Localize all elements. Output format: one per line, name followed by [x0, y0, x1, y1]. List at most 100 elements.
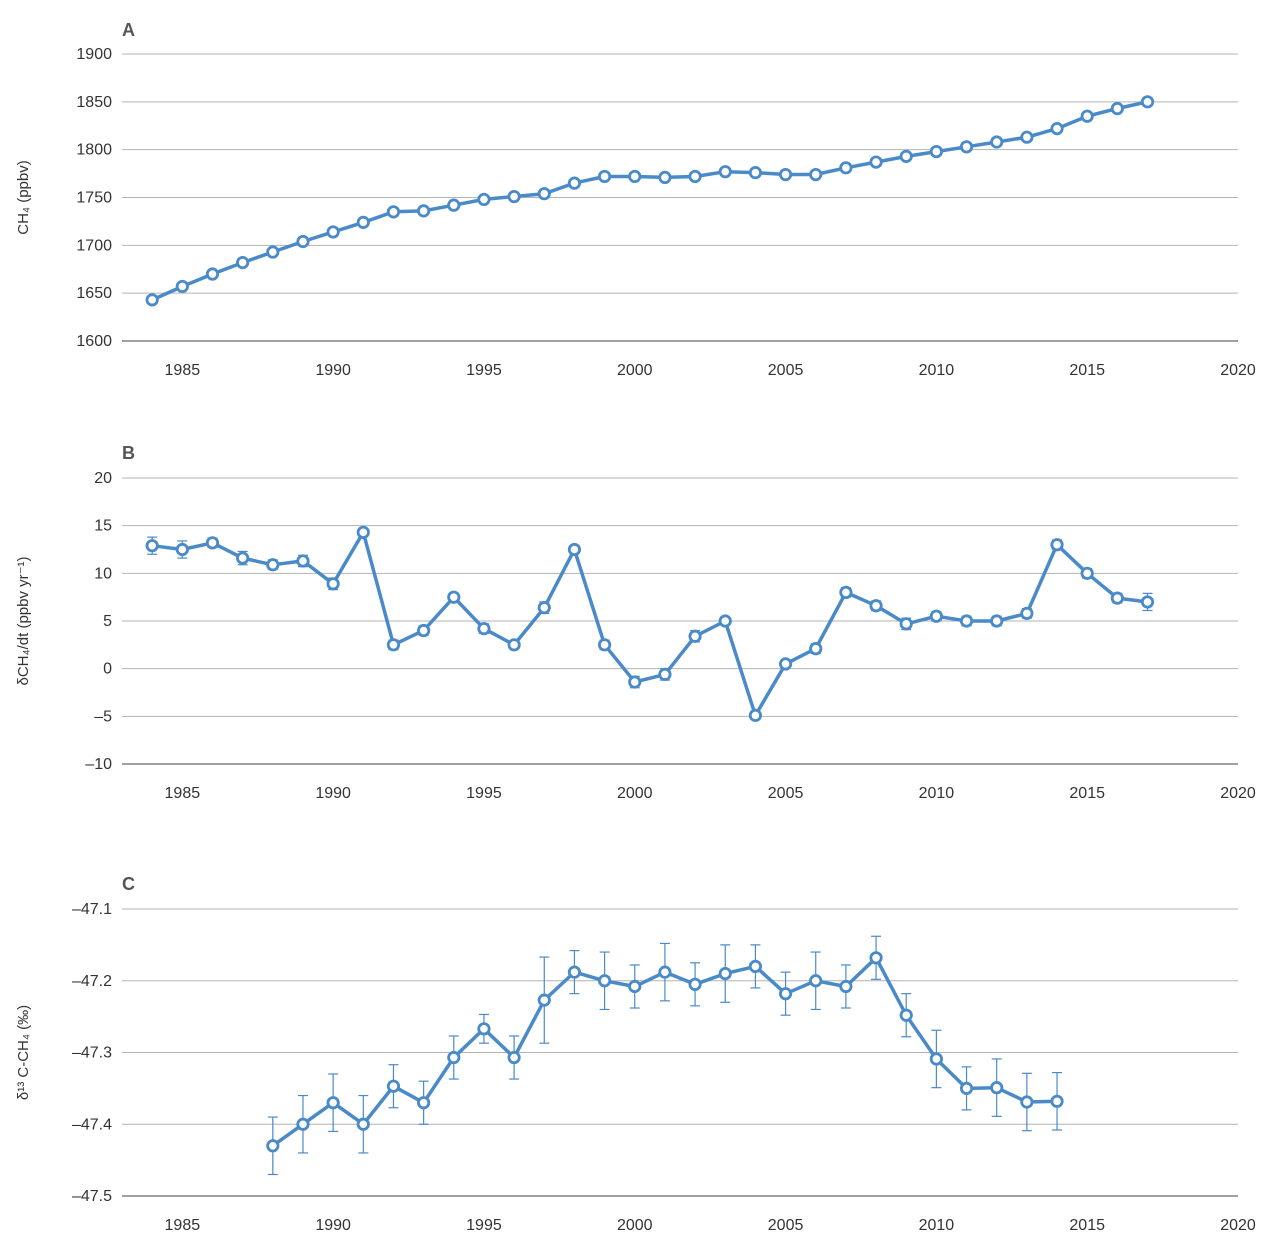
data-point [688, 977, 702, 991]
panel-c: C –47.5 –47.4 –47.3 –47.2 –47.1 1985 1990 1995 20… [15, 874, 1256, 1234]
x-tick-label: 2020 [1220, 1217, 1256, 1234]
x-tick-label: 1995 [466, 785, 502, 802]
x-tick-label: 2005 [768, 362, 804, 379]
data-point [447, 1050, 461, 1065]
data-point [658, 965, 672, 979]
y-tick-label: –47.2 [72, 973, 112, 990]
y-axis-title: CH₄ (ppbv) [15, 160, 32, 234]
data-point [537, 601, 551, 615]
data-point [386, 638, 401, 652]
data-point [869, 951, 883, 965]
data-point [447, 198, 461, 212]
data-point [145, 293, 159, 307]
data-point [326, 225, 340, 239]
y-tick-label: 1750 [76, 190, 112, 207]
data-point [205, 267, 220, 281]
panel-label: A [122, 20, 135, 40]
data-point [778, 657, 793, 671]
y-tick-label: 15 [94, 518, 112, 535]
data-point [597, 974, 612, 988]
y-axis-title: δ¹³ C-CH₄ (‰) [15, 1005, 32, 1100]
panel-a: A 1600 1650 1700 1750 1800 1850 1900 1985 1990 199… [15, 20, 1256, 379]
panel-label: C [122, 874, 135, 894]
data-point [990, 1081, 1004, 1095]
data-point [1020, 606, 1034, 620]
data-point [869, 599, 883, 613]
data-point [597, 169, 612, 184]
data-point [628, 169, 642, 184]
panel-label: B [122, 443, 135, 463]
y-tick-label: 0 [103, 661, 112, 678]
y-tick-label: –47.1 [72, 901, 112, 918]
data-point [1140, 595, 1155, 609]
data-point [990, 614, 1004, 628]
data-point [145, 539, 159, 553]
x-tick-label: 1985 [165, 362, 201, 379]
data-point [386, 205, 401, 219]
data-point [567, 542, 582, 557]
data-point [839, 585, 853, 600]
x-tick-label: 2000 [617, 1217, 653, 1234]
x-tick-label: 2015 [1069, 785, 1105, 802]
data-point [778, 167, 793, 182]
data-point [628, 675, 642, 689]
data-point [417, 1096, 431, 1110]
data-point [386, 1079, 401, 1093]
y-tick-label: 1850 [76, 94, 112, 111]
y-tick-label: 1800 [76, 142, 112, 159]
data-point [688, 629, 702, 643]
data-point [507, 189, 521, 204]
y-tick-label: 10 [94, 565, 112, 582]
data-point [447, 590, 461, 604]
x-tick-label: 2010 [919, 362, 955, 379]
data-point [899, 149, 913, 163]
x-tick-label: 2020 [1220, 785, 1256, 802]
data-point [959, 614, 974, 628]
x-tick-label: 2010 [919, 1217, 955, 1234]
x-tick-label: 1990 [315, 785, 351, 802]
data-point [1080, 109, 1094, 123]
data-point [990, 135, 1004, 149]
data-point [477, 192, 491, 207]
y-tick-label: –10 [85, 756, 112, 773]
data-point [929, 609, 943, 623]
data-point [929, 1052, 943, 1066]
y-tick-label: 1700 [76, 237, 112, 254]
x-tick-label: 2010 [919, 785, 955, 802]
x-tick-label: 1995 [466, 1217, 502, 1234]
data-point [356, 1117, 370, 1131]
x-tick-label: 1985 [165, 1217, 201, 1234]
y-axis-title: δCH₄/dt (ppbv yr⁻¹) [15, 556, 32, 685]
y-tick-label: 1600 [76, 333, 112, 350]
data-point [1020, 1095, 1034, 1109]
data-point [1050, 538, 1064, 552]
data-point [959, 140, 974, 154]
data-point [326, 1096, 340, 1110]
data-point [959, 1081, 974, 1095]
panel-b: B –10 –5 0 5 10 15 20 1985 1990 1995 2000 2005 2010 20… [15, 443, 1256, 802]
y-tick-label: 20 [94, 470, 112, 487]
data-point [266, 558, 280, 572]
data-point [567, 176, 582, 190]
x-tick-label: 2005 [768, 785, 804, 802]
data-point [899, 617, 913, 631]
x-tick-label: 2000 [617, 785, 653, 802]
data-point [748, 708, 763, 722]
x-tick-label: 1990 [315, 1217, 351, 1234]
data-point [718, 165, 732, 179]
series-line [151, 530, 1148, 718]
data-point [266, 1139, 280, 1153]
data-point [477, 622, 491, 636]
data-point [778, 987, 793, 1001]
data-point [809, 642, 823, 656]
data-point [175, 279, 189, 294]
data-point [1050, 122, 1064, 136]
data-point [236, 551, 250, 565]
data-point [266, 245, 280, 259]
data-point [356, 215, 370, 229]
data-point [718, 966, 732, 981]
data-point [1140, 95, 1155, 109]
data-point [537, 993, 551, 1007]
